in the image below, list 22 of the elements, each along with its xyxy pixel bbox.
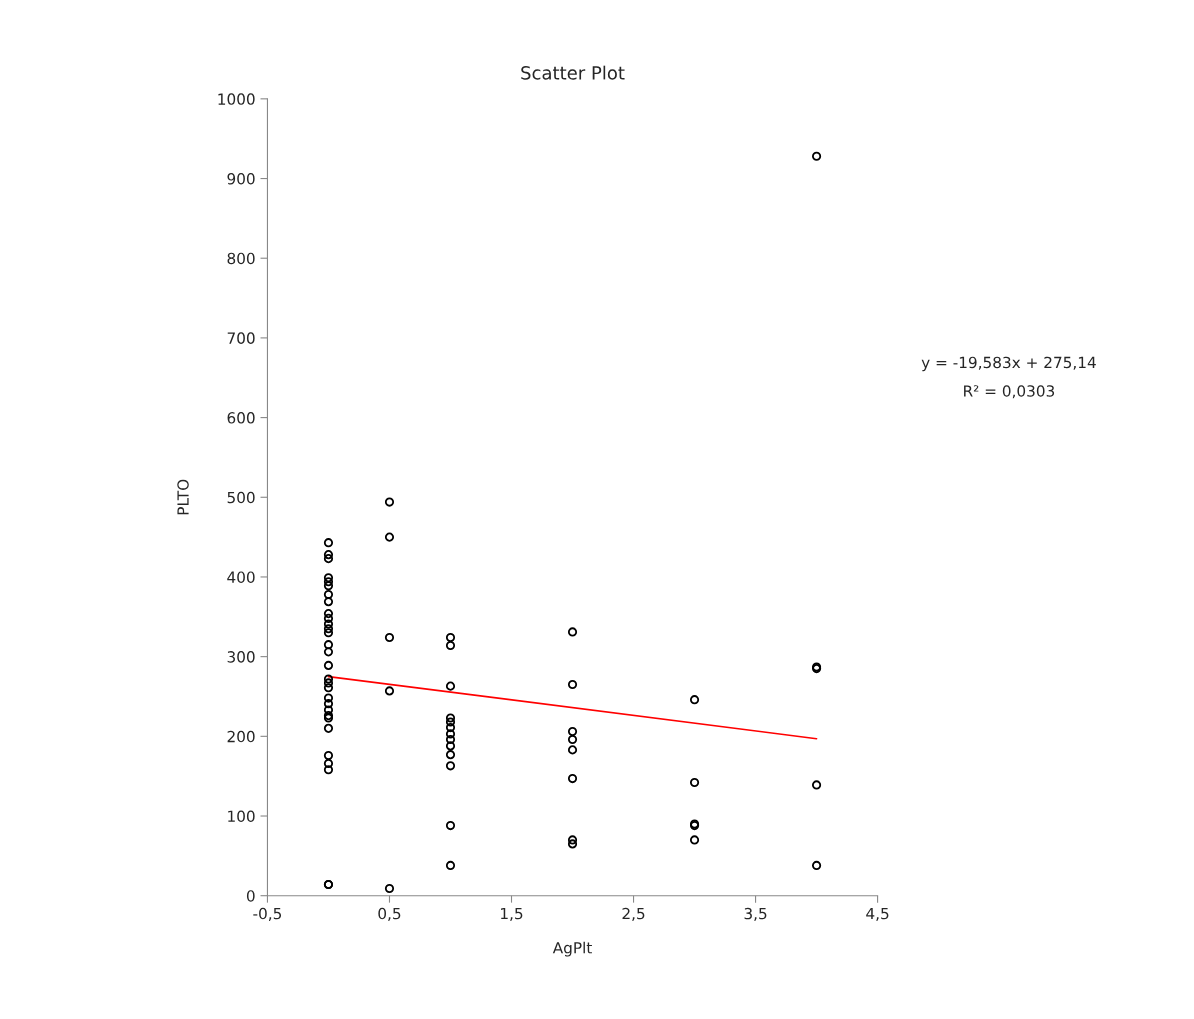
x-tick-label: 2,5 — [622, 907, 645, 921]
text: y = -19,583x + 275,14 — [921, 356, 1096, 372]
chart-title: Scatter Plot — [521, 65, 625, 80]
y-tick-label: 400 — [227, 571, 255, 583]
x-tick-label: 4,5 — [866, 907, 889, 921]
y-tick-label: 700 — [227, 332, 255, 344]
y-tick-label: 800 — [227, 252, 255, 265]
x-tick-label: 1,5 — [501, 907, 523, 921]
y-tick-label: 300 — [227, 651, 255, 663]
y-tick-label: 500 — [227, 491, 255, 504]
y-tick-label: 600 — [227, 412, 255, 424]
y-tick-label: 200 — [227, 730, 255, 743]
y-tick-label: 100 — [228, 810, 255, 823]
y-tick-label: 1000 — [218, 93, 255, 105]
x-axis-title: AgPlt — [552, 941, 592, 957]
y-axis-title: PLTO — [177, 479, 189, 515]
y-tick-label: 900 — [227, 172, 255, 185]
x-tick-label: 3,5 — [744, 907, 767, 921]
x-tick-label: -0,5 — [253, 907, 282, 921]
y-tick-label: 0 — [246, 890, 255, 902]
text: R² = 0,0303 — [964, 385, 1055, 399]
x-tick-label: 0,5 — [378, 907, 401, 921]
